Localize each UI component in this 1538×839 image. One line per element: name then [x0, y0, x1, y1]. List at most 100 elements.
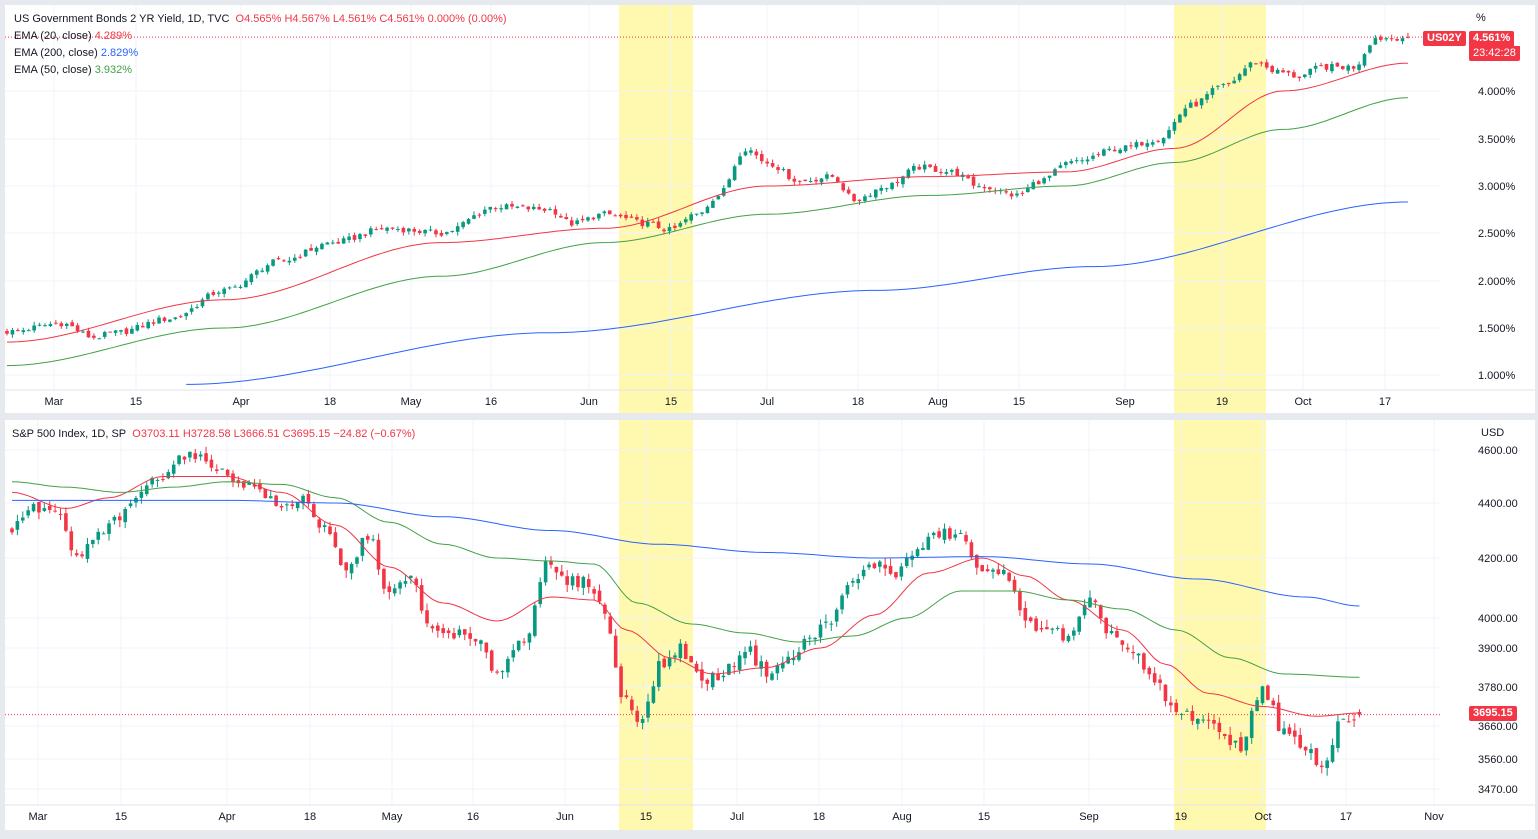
- top-candle-body: [624, 214, 628, 219]
- bottom-candle-body: [128, 503, 133, 507]
- top-x-tick-label: 16: [485, 396, 497, 408]
- top-y-tick-label: 2.000%: [1478, 276, 1516, 288]
- top-candle: [1221, 83, 1226, 88]
- top-candle: [1232, 76, 1236, 84]
- bottom-close: C3695.15: [282, 428, 331, 440]
- bottom-open: O3703.11: [132, 428, 180, 440]
- bottom-symbol-title[interactable]: S&P 500 Index, 1D, SP: [12, 428, 127, 440]
- bottom-low: L3666.51: [233, 428, 280, 440]
- top-candle-body: [912, 165, 916, 171]
- bottom-candle-body: [96, 531, 101, 540]
- top-ticker-badge[interactable]: US02Y: [1423, 31, 1466, 46]
- top-candle: [1074, 157, 1079, 164]
- bottom-x-tick-label: 17: [1340, 811, 1352, 823]
- bottom-candle-body: [1023, 607, 1028, 621]
- top-candle-body: [140, 325, 145, 328]
- bottom-candle: [888, 558, 893, 576]
- top-candle-body: [1308, 68, 1312, 75]
- bottom-candle: [64, 507, 68, 533]
- top-candle-body: [759, 154, 764, 162]
- bottom-candle: [1034, 616, 1038, 633]
- top-candle: [1340, 65, 1345, 71]
- ema20-legend-row[interactable]: EMA (20, close) 4.289%: [14, 28, 507, 45]
- bottom-candle: [188, 451, 192, 462]
- top-candle-body: [363, 234, 368, 236]
- top-candle-body: [21, 330, 26, 333]
- top-symbol-title[interactable]: US Government Bonds 2 YR Yield, 1D, TVC: [14, 13, 230, 25]
- top-candle: [1194, 98, 1198, 107]
- top-candle-body: [645, 221, 650, 227]
- bottom-x-tick-label: 15: [978, 811, 990, 823]
- bottom-candle-body: [425, 610, 429, 624]
- bottom-candle: [737, 650, 742, 674]
- top-candle-body: [1357, 64, 1361, 70]
- bottom-candle: [231, 470, 235, 488]
- bottom-candle-body: [953, 534, 958, 538]
- bottom-candle: [710, 671, 715, 691]
- bottom-candle-body: [921, 548, 925, 550]
- top-candle: [1302, 74, 1307, 79]
- bottom-candle-body: [840, 595, 844, 610]
- top-candle: [917, 164, 922, 170]
- top-x-tick-label: 18: [852, 396, 864, 408]
- top-candle: [504, 203, 509, 210]
- bottom-candle-body: [533, 605, 537, 636]
- top-candle-body: [683, 219, 688, 223]
- bottom-candle: [1055, 625, 1060, 631]
- top-candle-body: [314, 247, 319, 252]
- ema50-legend-row[interactable]: EMA (50, close) 3.932%: [14, 62, 507, 79]
- top-candle: [759, 150, 764, 164]
- bottom-candle-body: [791, 657, 796, 661]
- top-candle: [59, 321, 64, 329]
- bottom-unit-label: USD: [1481, 427, 1505, 439]
- bottom-candle: [333, 527, 338, 549]
- bottom-candle-body: [640, 719, 645, 724]
- top-candle: [314, 246, 319, 256]
- bottom-candle-body: [452, 632, 456, 639]
- bottom-x-tick-label: 18: [813, 811, 825, 823]
- bottom-candle-body: [759, 661, 764, 669]
- top-candle-body: [26, 330, 31, 332]
- bottom-candle: [613, 628, 618, 668]
- bottom-candle-body: [635, 710, 640, 722]
- bottom-candle-body: [268, 496, 273, 499]
- top-candle-body: [157, 317, 161, 324]
- top-candle-body: [37, 324, 42, 326]
- bottom-candle: [597, 584, 602, 605]
- bottom-candle-body: [543, 561, 548, 583]
- top-candle-body: [575, 220, 579, 225]
- top-candle-body: [1096, 154, 1101, 156]
- top-candle: [1330, 61, 1334, 74]
- top-candle-body: [439, 232, 444, 236]
- bottom-candle-body: [937, 531, 941, 538]
- bottom-candle-body: [58, 514, 63, 516]
- ema200-legend-row[interactable]: EMA (200, close) 2.829%: [14, 45, 507, 62]
- top-candle: [1020, 191, 1025, 197]
- top-candle-body: [341, 238, 346, 244]
- top-candle-body: [776, 167, 780, 170]
- bottom-candle-body: [851, 580, 855, 583]
- top-candle: [597, 213, 601, 221]
- top-candle-body: [254, 270, 259, 275]
- top-candle-body: [1140, 142, 1144, 146]
- bottom-x-tick-label: Nov: [1424, 811, 1444, 823]
- bottom-candle: [624, 689, 629, 699]
- top-candle: [287, 256, 292, 266]
- bottom-candle-body: [1346, 721, 1351, 723]
- bottom-candle: [1115, 625, 1119, 638]
- top-candle: [569, 216, 574, 227]
- bottom-candle-body: [657, 661, 661, 687]
- bottom-candle-body: [1325, 760, 1329, 768]
- bottom-y-tick-label: 4000.00: [1478, 613, 1518, 625]
- top-x-tick-label: 17: [1379, 396, 1391, 408]
- bottom-candle-body: [705, 679, 710, 684]
- top-candle-body: [1210, 88, 1215, 95]
- top-candle-body: [933, 166, 938, 172]
- top-candle: [1373, 35, 1378, 46]
- bottom-candle: [904, 552, 909, 568]
- bottom-candle-body: [500, 671, 505, 673]
- bottom-candle-body: [824, 621, 828, 623]
- bottom-ema200-line: [12, 499, 1360, 607]
- top-candle: [1254, 63, 1258, 65]
